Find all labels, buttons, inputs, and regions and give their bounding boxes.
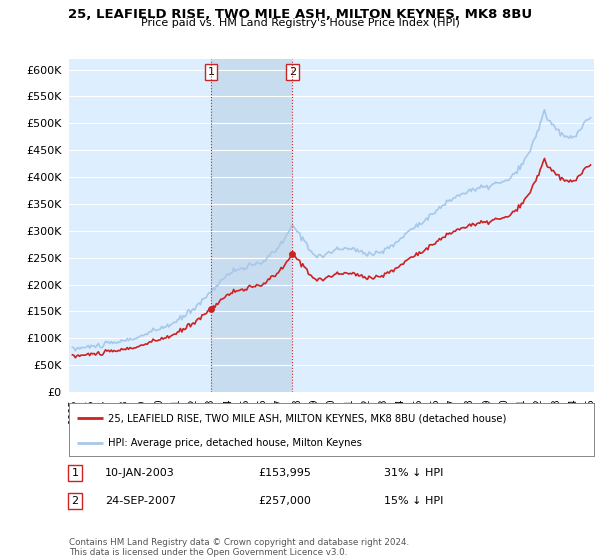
- Bar: [211, 59, 292, 392]
- Text: 2: 2: [289, 67, 296, 77]
- Text: 25, LEAFIELD RISE, TWO MILE ASH, MILTON KEYNES, MK8 8BU: 25, LEAFIELD RISE, TWO MILE ASH, MILTON …: [68, 8, 532, 21]
- Text: HPI: Average price, detached house, Milton Keynes: HPI: Average price, detached house, Milt…: [109, 438, 362, 448]
- Text: 25, LEAFIELD RISE, TWO MILE ASH, MILTON KEYNES, MK8 8BU (detached house): 25, LEAFIELD RISE, TWO MILE ASH, MILTON …: [109, 413, 507, 423]
- Text: 31% ↓ HPI: 31% ↓ HPI: [384, 468, 443, 478]
- Text: 24-SEP-2007: 24-SEP-2007: [105, 496, 176, 506]
- Text: £257,000: £257,000: [258, 496, 311, 506]
- Text: 2: 2: [71, 496, 79, 506]
- Text: 1: 1: [71, 468, 79, 478]
- Text: 1: 1: [208, 67, 215, 77]
- Text: Contains HM Land Registry data © Crown copyright and database right 2024.
This d: Contains HM Land Registry data © Crown c…: [69, 538, 409, 557]
- Text: Price paid vs. HM Land Registry's House Price Index (HPI): Price paid vs. HM Land Registry's House …: [140, 18, 460, 29]
- Text: 15% ↓ HPI: 15% ↓ HPI: [384, 496, 443, 506]
- Text: £153,995: £153,995: [258, 468, 311, 478]
- Text: 10-JAN-2003: 10-JAN-2003: [105, 468, 175, 478]
